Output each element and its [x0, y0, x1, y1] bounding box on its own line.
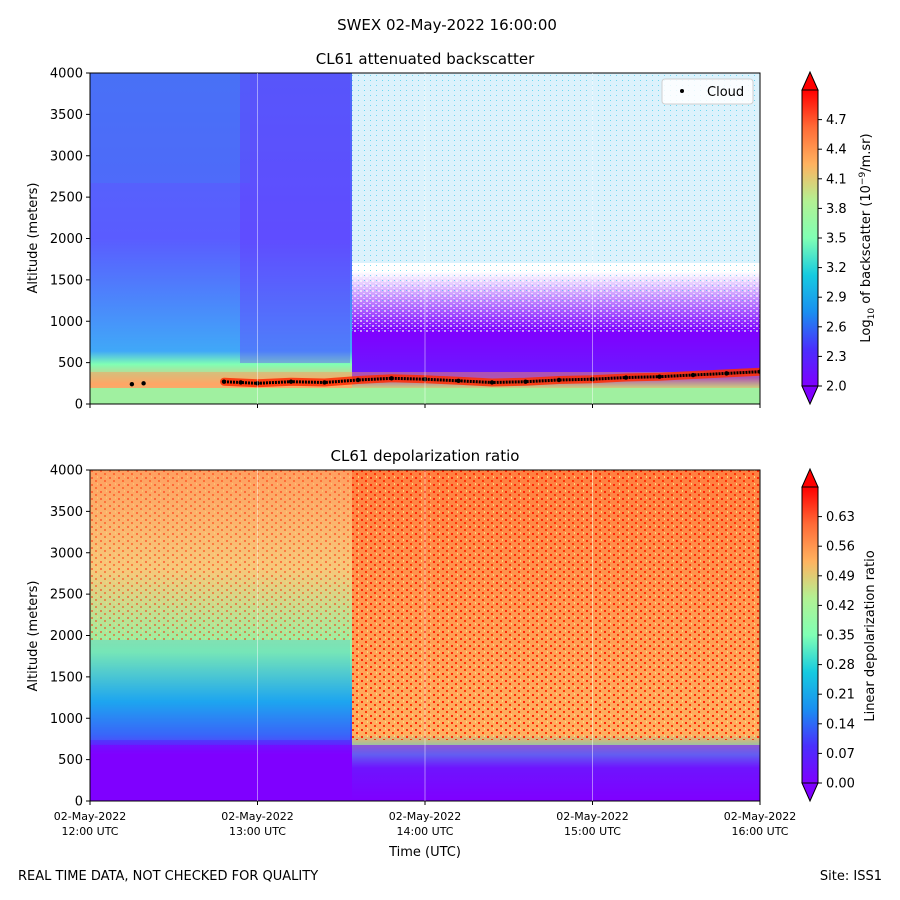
x-tick-time: 12:00 UTC [61, 825, 118, 838]
cloud-legend-label: Cloud [707, 85, 744, 100]
depolarization-title: CL61 depolarization ratio [331, 447, 520, 465]
colorbar-tick-label: 2.0 [826, 380, 847, 395]
colorbar-tick-label: 0.63 [826, 510, 855, 525]
x-tick-date: 02-May-2022 [54, 810, 126, 823]
x-tick-date: 02-May-2022 [556, 810, 628, 823]
time-x-ticks: 02-May-2022 12:00 UTC 02-May-2022 13:00 UTC… [54, 470, 796, 838]
x-tick-date: 02-May-2022 [221, 810, 293, 823]
y-tick-label: 2000 [50, 232, 83, 247]
depolarization-y-ticks: 0 500 1000 1500 2000 2500 3000 3500 4000 [50, 464, 90, 810]
y-tick-label: 1500 [50, 670, 83, 685]
colorbar-tick-label: 0.14 [826, 717, 855, 732]
y-tick-label: 2500 [50, 588, 83, 603]
colorbar-tick-label: 0.07 [826, 747, 855, 762]
colorbar-tick-label: 2.3 [826, 350, 847, 365]
backscatter-title: CL61 attenuated backscatter [316, 50, 535, 68]
backscatter-colorbar-bar [801, 89, 819, 387]
depolarization-colorbar-ticks: 0.00 0.07 0.14 0.21 0.28 0.35 0.42 0.49 0.56 0.63 [818, 510, 855, 792]
depolarization-colorbar-extend-bottom [801, 782, 819, 803]
depolarization-colorbar-bar [801, 486, 819, 784]
y-tick-label: 4000 [50, 464, 83, 479]
colorbar-tick-label: 3.2 [826, 261, 847, 276]
cloud-legend: Cloud [661, 78, 754, 105]
y-tick-label: 0 [75, 795, 83, 810]
y-tick-label: 4000 [50, 67, 83, 82]
colorbar-tick-label: 0.00 [826, 777, 855, 792]
cloud-base-series [129, 367, 760, 388]
colorbar-tick-label: 0.21 [826, 688, 855, 703]
y-tick-label: 1000 [50, 315, 83, 330]
y-tick-label: 3500 [50, 505, 83, 520]
depolarization-colorbar-label: Linear depolarization ratio [863, 550, 878, 721]
y-tick-label: 2000 [50, 629, 83, 644]
y-tick-label: 3500 [50, 108, 83, 123]
backscatter-panel: CL61 attenuated backscatter 0 500 1000 1500… [26, 50, 761, 413]
y-tick-label: 1000 [50, 712, 83, 727]
y-tick-label: 500 [58, 753, 83, 768]
colorbar-tick-label: 0.49 [826, 569, 855, 584]
figure-suptitle: SWEX 02-May-2022 16:00:00 [337, 16, 557, 34]
backscatter-colorbar-ticks: 2.0 2.3 2.6 2.9 3.2 3.5 3.8 4.1 4.4 4.7 [818, 113, 847, 395]
cloud-base-point [141, 381, 146, 386]
colorbar-tick-label: 2.6 [826, 320, 847, 335]
y-tick-label: 3000 [50, 546, 83, 561]
y-tick-label: 2500 [50, 191, 83, 206]
depolarization-heatmap [90, 470, 760, 801]
depolarization-panel: CL61 depolarization ratio 0 500 1000 1500 20… [26, 447, 796, 860]
cloud-legend-marker [680, 89, 684, 93]
depolarization-ylabel: Altitude (meters) [26, 581, 41, 692]
x-tick-date: 02-May-2022 [724, 810, 796, 823]
depolarization-colorbar-extend-top [801, 467, 819, 488]
x-tick-time: 16:00 UTC [731, 825, 788, 838]
backscatter-y-ticks: 0 500 1000 1500 2000 2500 3000 3500 4000 [50, 67, 90, 413]
colorbar-tick-label: 4.7 [826, 113, 847, 128]
y-tick-label: 1500 [50, 273, 83, 288]
backscatter-colorbar-extend-top [801, 70, 819, 91]
backscatter-colorbar-label: Log10 of backscatter (10−9/m.sr) [858, 133, 877, 342]
colorbar-tick-label: 0.56 [826, 540, 855, 555]
colorbar-tick-label: 3.5 [826, 232, 847, 247]
x-tick-time: 13:00 UTC [229, 825, 286, 838]
y-tick-label: 500 [58, 356, 83, 371]
x-tick-time: 14:00 UTC [396, 825, 453, 838]
y-tick-label: 3000 [50, 149, 83, 164]
depolarization-colorbar: 0.00 0.07 0.14 0.21 0.28 0.35 0.42 0.49 0.56 0.63… [801, 467, 878, 803]
quality-disclaimer: REAL TIME DATA, NOT CHECKED FOR QUALITY [18, 869, 319, 884]
time-xlabel: Time (UTC) [388, 845, 461, 860]
y-tick-label: 0 [75, 398, 83, 413]
colorbar-tick-label: 2.9 [826, 291, 847, 306]
backscatter-colorbar-extend-bottom [801, 385, 819, 406]
colorbar-tick-label: 4.4 [826, 143, 847, 158]
colorbar-tick-label: 0.42 [826, 599, 855, 614]
cloud-base-line [223, 370, 760, 385]
x-tick-time: 15:00 UTC [564, 825, 621, 838]
colorbar-tick-label: 3.8 [826, 202, 847, 217]
colorbar-tick-label: 4.1 [826, 172, 847, 187]
backscatter-heatmap [90, 73, 760, 404]
colorbar-tick-label: 0.35 [826, 629, 855, 644]
site-label: Site: ISS1 [819, 869, 882, 884]
backscatter-x-ticks [89, 73, 761, 408]
backscatter-colorbar: 2.0 2.3 2.6 2.9 3.2 3.5 3.8 4.1 4.4 4.7 Log10 of … [801, 70, 877, 406]
colorbar-tick-label: 0.28 [826, 658, 855, 673]
backscatter-ylabel: Altitude (meters) [26, 183, 41, 294]
x-tick-date: 02-May-2022 [389, 810, 461, 823]
cloud-base-point [129, 381, 135, 387]
